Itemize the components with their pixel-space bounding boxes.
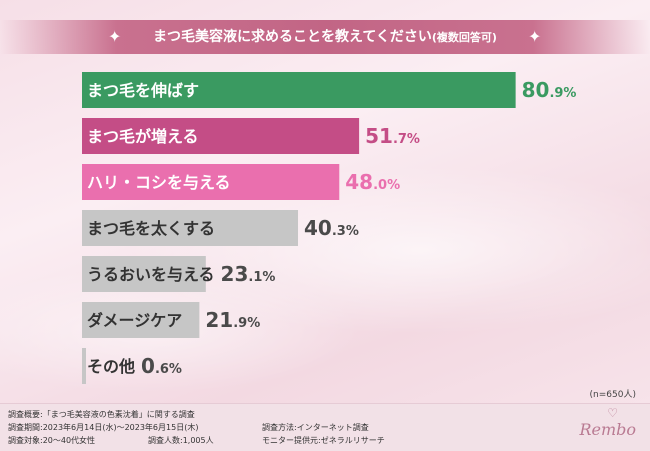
value-label-2: 51.7% — [365, 124, 420, 148]
category-label-2: まつ毛が増える — [87, 127, 199, 146]
chart-title: まつ毛美容液に求めることを教えてください(複数回答可) — [0, 20, 650, 54]
bar-chart: まつ毛を伸ばす 80.9% まつ毛が増える 51.7% ハリ・コシを与える 48.0% まつ… — [82, 72, 577, 384]
brand-logo: Rembo — [579, 420, 636, 439]
survey-footer: 調査概要:「まつ毛美容液の色素沈着」に関する調査 調査期間:2023年6月14日… — [0, 403, 650, 451]
logo-heart-icon: ♡ — [607, 406, 618, 420]
footer-method: 調査方法:インターネット調査 — [262, 423, 369, 432]
bar-1 — [82, 72, 516, 108]
bar-6 — [82, 302, 200, 338]
category-label-1: まつ毛を伸ばす — [87, 81, 199, 100]
footer-count: 調査人数:1,005人 — [148, 436, 214, 445]
value-label-7: 0.6% — [141, 354, 182, 378]
bar-4 — [82, 210, 299, 246]
value-label-6: 21.9% — [205, 308, 260, 332]
title-note: (複数回答可) — [431, 31, 497, 44]
category-label-6: ダメージケア — [87, 311, 182, 330]
category-label-4: まつ毛を太くする — [87, 219, 215, 238]
sample-size-note: (n=650人) — [589, 390, 636, 400]
bar-2 — [82, 118, 360, 154]
bar-7 — [82, 348, 86, 384]
value-label-1: 80.9% — [522, 78, 577, 102]
footer-overview: 調査概要:「まつ毛美容液の色素沈着」に関する調査 — [8, 410, 195, 419]
footer-target: 調査対象:20〜40代女性 — [8, 436, 96, 445]
title-text: まつ毛美容液に求めることを教えてください — [153, 29, 432, 45]
category-label-3: ハリ・コシを与える — [87, 173, 231, 192]
bar-3 — [82, 164, 340, 200]
value-label-4: 40.3% — [304, 216, 359, 240]
category-label-5: うるおいを与える — [87, 265, 215, 284]
bar-5 — [82, 256, 206, 292]
value-label-5: 23.1% — [221, 262, 276, 286]
title-band — [0, 20, 650, 54]
sparkle-left-icon: ✦ — [108, 27, 122, 46]
footer-period: 調査期間:2023年6月14日(水)〜2023年6月15日(木) — [8, 423, 199, 432]
value-label-3: 48.0% — [345, 170, 400, 194]
category-label-7: その他 — [87, 357, 135, 376]
footer-provider: モニター提供元:ゼネラルリサーチ — [262, 436, 385, 445]
sparkle-right-icon: ✦ — [528, 27, 542, 46]
